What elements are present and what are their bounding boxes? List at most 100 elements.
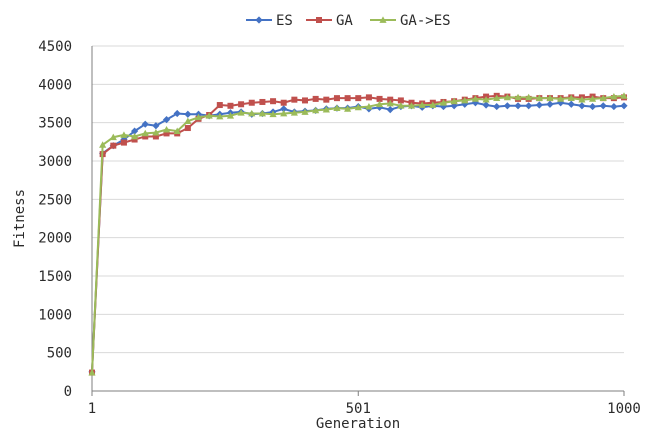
data-point-ga-es	[152, 129, 160, 136]
data-point-es	[610, 102, 618, 111]
data-point-es	[503, 102, 511, 110]
data-point-ga-es	[503, 93, 511, 101]
data-point-ga-es	[312, 106, 320, 114]
y-tick-label: 4500	[38, 39, 72, 55]
data-point-es	[482, 101, 490, 109]
data-point-ga-es	[599, 94, 607, 102]
grid	[92, 45, 624, 354]
data-point-es	[535, 101, 543, 109]
data-point-ga-es	[620, 92, 628, 99]
data-point-ga-es	[162, 125, 171, 133]
data-point-es	[546, 100, 554, 108]
data-point-ga-es	[386, 99, 394, 107]
data-point-ga-es	[557, 95, 565, 102]
data-point-ga	[248, 99, 255, 106]
data-point-ga-es	[450, 97, 458, 105]
data-point-ga-es	[546, 94, 554, 102]
legend-item-es: ES	[246, 13, 293, 29]
y-tick-label: 0	[64, 384, 72, 400]
data-point-ga	[238, 101, 245, 108]
data-point-ga	[323, 96, 330, 103]
data-point-ga	[110, 142, 117, 149]
data-point-ga-es	[493, 94, 501, 102]
data-point-es	[525, 102, 533, 110]
data-point-ga-es	[588, 95, 597, 102]
data-point-ga	[163, 130, 170, 137]
legend-marker-ga	[316, 17, 322, 23]
legend-label-ga-es: GA->ES	[400, 13, 451, 29]
data-point-ga-es	[525, 93, 533, 101]
data-point-ga	[387, 96, 394, 103]
data-point-ga-es	[375, 100, 384, 108]
data-point-es	[493, 102, 501, 111]
data-point-ga	[120, 139, 127, 146]
data-point-es	[131, 127, 139, 135]
data-point-es	[567, 100, 575, 108]
data-point-ga	[227, 102, 234, 109]
x-axis-title: Generation	[316, 416, 400, 432]
series-line-ga-es	[91, 94, 625, 373]
x-tick-label: 501	[346, 401, 371, 417]
data-point-ga-es	[258, 109, 267, 117]
data-point-es	[471, 99, 480, 107]
legend-label-es: ES	[276, 13, 293, 29]
data-point-ga	[355, 95, 362, 102]
y-tick-label: 500	[47, 346, 72, 362]
y-tick-label: 3500	[38, 116, 72, 132]
data-point-ga-es	[248, 109, 256, 117]
data-point-ga-es	[194, 113, 203, 121]
y-axis-title: Fitness	[12, 189, 28, 248]
data-point-ga	[131, 136, 138, 143]
data-point-ga-es	[205, 112, 213, 119]
data-point-ga-es	[535, 94, 543, 102]
series-ga	[89, 92, 627, 376]
data-point-ga-es	[216, 112, 224, 120]
data-point-ga-es	[578, 96, 586, 103]
data-point-ga-es	[109, 133, 117, 141]
data-point-ga-es	[99, 141, 107, 148]
data-point-ga-es	[429, 101, 437, 108]
data-point-ga-es	[439, 99, 448, 106]
data-point-ga-es	[131, 132, 139, 140]
data-point-ga-es	[365, 102, 373, 110]
data-point-ga-es	[418, 101, 426, 108]
y-tick-label: 2500	[38, 192, 72, 208]
series-line-ga	[91, 94, 625, 373]
y-tick-label: 3000	[38, 154, 72, 170]
data-point-es	[280, 105, 288, 113]
x-tick-label: 1000	[607, 401, 641, 417]
legend-marker-es	[255, 16, 263, 24]
data-point-ga	[184, 125, 191, 132]
data-point-ga	[302, 97, 309, 104]
data-point-ga	[333, 95, 340, 102]
data-point-es	[184, 110, 192, 118]
data-point-ga-es	[269, 110, 277, 118]
data-point-ga	[312, 95, 319, 102]
data-point-ga-es	[610, 93, 618, 100]
series-layer	[88, 92, 628, 376]
data-point-ga-es	[333, 104, 341, 111]
data-point-es	[588, 102, 597, 111]
y-tick-label: 4000	[38, 77, 72, 93]
data-point-ga-es	[471, 95, 480, 102]
data-point-es	[578, 102, 586, 110]
data-point-ga-es	[567, 94, 575, 102]
data-point-ga	[280, 99, 287, 106]
data-point-ga-es	[141, 129, 149, 137]
data-point-ga-es	[514, 93, 522, 101]
data-point-ga-es	[354, 103, 362, 111]
data-point-es	[173, 109, 181, 118]
data-point-ga-es	[237, 109, 245, 116]
data-point-es	[514, 102, 522, 110]
data-point-ga	[216, 102, 223, 109]
data-point-ga	[142, 133, 149, 140]
data-point-ga-es	[407, 102, 416, 109]
legend-label-ga: GA	[336, 13, 353, 29]
legend-marker-ga-es	[379, 16, 387, 23]
legend-item-ga: GA	[306, 13, 353, 29]
data-point-es	[162, 116, 171, 124]
data-point-es	[152, 122, 160, 130]
data-point-ga-es	[120, 131, 128, 138]
data-point-ga-es	[322, 106, 330, 113]
